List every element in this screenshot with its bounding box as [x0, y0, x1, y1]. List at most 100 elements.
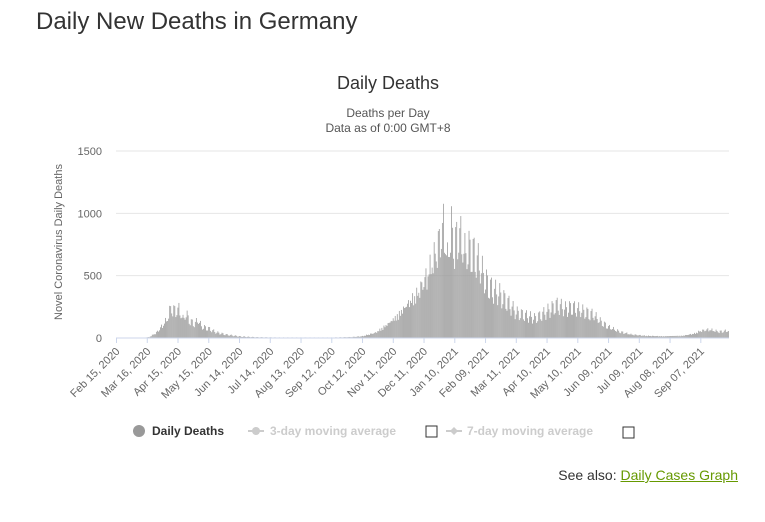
bar[interactable]	[578, 302, 580, 338]
bar[interactable]	[204, 325, 205, 338]
bar[interactable]	[637, 335, 639, 338]
bar[interactable]	[235, 335, 237, 338]
bar[interactable]	[464, 232, 466, 338]
bar[interactable]	[523, 320, 525, 338]
bar[interactable]	[593, 320, 595, 338]
bar[interactable]	[487, 275, 488, 338]
bar[interactable]	[570, 303, 571, 338]
bar[interactable]	[547, 303, 549, 338]
bar[interactable]	[231, 335, 233, 338]
bar[interactable]	[620, 333, 622, 338]
bar[interactable]	[394, 315, 396, 338]
bar[interactable]	[249, 336, 251, 338]
bar[interactable]	[657, 335, 659, 338]
bar[interactable]	[648, 335, 649, 339]
bar[interactable]	[185, 317, 187, 338]
bar[interactable]	[431, 267, 433, 338]
bar[interactable]	[689, 334, 690, 338]
bar[interactable]	[585, 317, 587, 338]
bar[interactable]	[457, 259, 459, 338]
bar[interactable]	[630, 333, 632, 338]
bar[interactable]	[364, 335, 365, 338]
bar[interactable]	[481, 255, 483, 338]
bar[interactable]	[471, 271, 473, 338]
bar[interactable]	[551, 301, 553, 338]
bar[interactable]	[581, 312, 583, 338]
bar[interactable]	[607, 328, 608, 338]
bar[interactable]	[352, 336, 354, 338]
bar[interactable]	[449, 257, 450, 338]
bar[interactable]	[654, 336, 655, 338]
bar[interactable]	[217, 331, 219, 338]
bar[interactable]	[426, 289, 428, 338]
bar[interactable]	[423, 287, 425, 338]
bar[interactable]	[529, 316, 530, 338]
bar[interactable]	[368, 334, 369, 338]
bar[interactable]	[701, 331, 703, 338]
bar[interactable]	[180, 318, 182, 338]
bar[interactable]	[208, 326, 210, 338]
bar[interactable]	[704, 331, 706, 338]
bar[interactable]	[509, 309, 511, 338]
bar[interactable]	[186, 310, 188, 338]
bar[interactable]	[510, 315, 512, 338]
bar[interactable]	[534, 313, 536, 338]
bar[interactable]	[369, 334, 370, 338]
bar[interactable]	[627, 334, 629, 338]
bar[interactable]	[414, 296, 416, 338]
bar[interactable]	[244, 336, 245, 338]
bar[interactable]	[462, 262, 464, 338]
bar[interactable]	[669, 336, 671, 338]
bar[interactable]	[453, 258, 455, 338]
bar[interactable]	[699, 331, 701, 338]
bar[interactable]	[232, 336, 234, 338]
bar[interactable]	[151, 334, 153, 338]
bar[interactable]	[659, 336, 661, 338]
bar[interactable]	[479, 283, 481, 338]
bar[interactable]	[167, 321, 169, 338]
bar[interactable]	[584, 318, 586, 338]
bar[interactable]	[671, 336, 673, 338]
bar[interactable]	[562, 316, 564, 338]
bar[interactable]	[674, 335, 676, 338]
bar[interactable]	[228, 335, 230, 338]
bar[interactable]	[530, 311, 531, 338]
bar[interactable]	[610, 329, 611, 338]
bar[interactable]	[626, 332, 628, 338]
bar[interactable]	[603, 321, 605, 338]
bar[interactable]	[485, 289, 486, 338]
bar[interactable]	[625, 333, 627, 338]
bar[interactable]	[653, 335, 654, 338]
bar[interactable]	[686, 335, 688, 338]
bar[interactable]	[721, 332, 723, 338]
bar[interactable]	[476, 255, 478, 338]
bar[interactable]	[223, 335, 225, 338]
bar[interactable]	[698, 330, 700, 338]
bar[interactable]	[447, 242, 448, 338]
bar[interactable]	[411, 302, 412, 338]
bar[interactable]	[670, 336, 672, 338]
bar[interactable]	[392, 318, 394, 338]
bar[interactable]	[582, 304, 584, 338]
bar[interactable]	[474, 271, 476, 338]
bar[interactable]	[624, 333, 626, 338]
bar[interactable]	[193, 327, 195, 338]
bar[interactable]	[227, 335, 229, 338]
bar[interactable]	[210, 330, 212, 338]
bar[interactable]	[379, 328, 381, 338]
bar[interactable]	[452, 227, 454, 338]
bar[interactable]	[486, 269, 487, 338]
bar[interactable]	[178, 302, 180, 338]
bar[interactable]	[517, 310, 519, 338]
bar[interactable]	[540, 319, 542, 338]
bar[interactable]	[558, 314, 560, 338]
bar[interactable]	[380, 330, 382, 338]
bar[interactable]	[632, 334, 634, 338]
bar[interactable]	[149, 336, 151, 338]
bar[interactable]	[513, 310, 515, 338]
bar[interactable]	[382, 329, 384, 338]
bar[interactable]	[600, 320, 602, 338]
bar[interactable]	[629, 334, 631, 338]
bar[interactable]	[373, 333, 375, 338]
bar[interactable]	[419, 297, 421, 338]
